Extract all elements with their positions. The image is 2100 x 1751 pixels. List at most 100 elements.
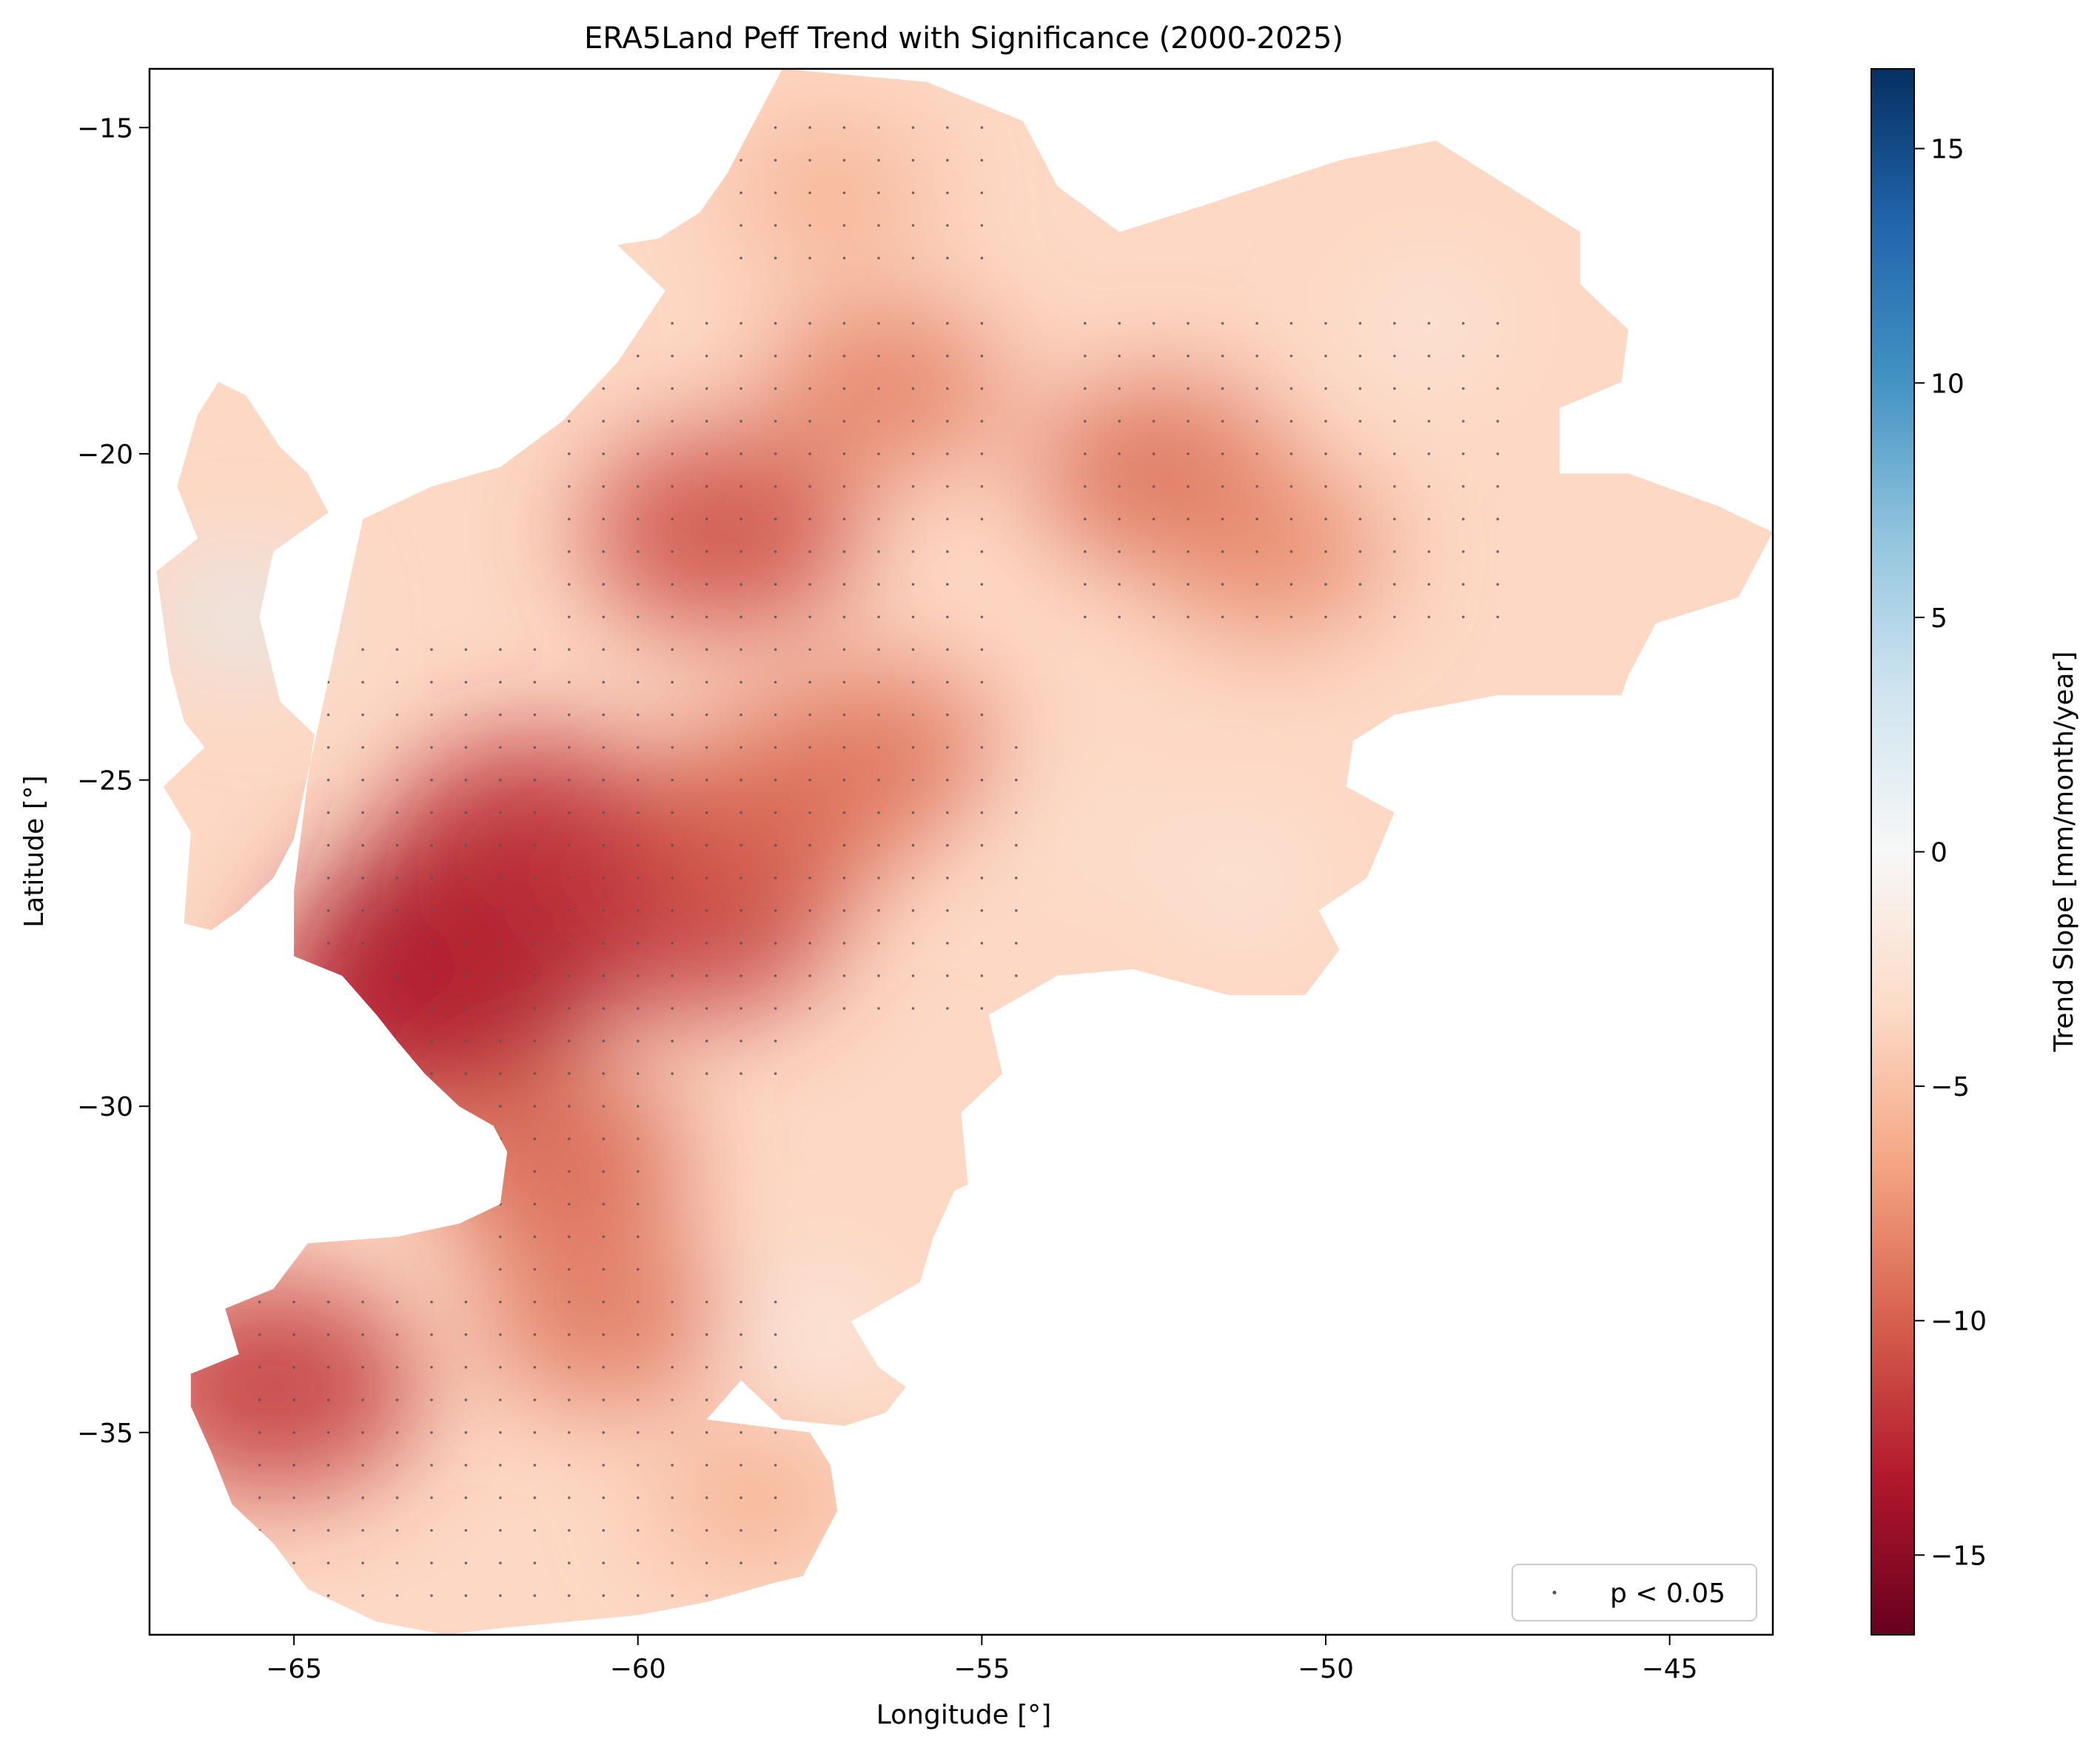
significance-dot [361,942,364,945]
significance-dot [980,191,984,195]
significance-dot [637,615,640,619]
significance-dot [361,1333,364,1336]
significance-dot [568,713,571,717]
significance-dot [842,877,846,880]
significance-dot [430,811,433,814]
significance-dot [464,1300,468,1304]
significance-dot [946,420,949,423]
significance-dot [602,485,605,488]
significance-dot [842,942,846,945]
significance-dot [1118,550,1121,553]
significance-dot [946,974,949,977]
significance-dot [877,811,880,814]
significance-dot [911,778,915,782]
significance-dot [1462,583,1465,586]
significance-dot [361,843,364,847]
significance-dot [877,158,880,162]
significance-dot [808,778,811,782]
significance-dot [395,648,399,652]
significance-dot [568,1594,571,1597]
significance-dot [568,909,571,912]
significance-dot [808,126,811,130]
significance-dot [361,648,364,652]
significance-dot [877,615,880,619]
significance-dot [946,452,949,455]
significance-dot [911,680,915,684]
significance-dot [911,485,915,488]
significance-dot [1289,321,1293,325]
significance-dot [1084,420,1087,423]
legend-box [1512,1564,1757,1621]
significance-dot [1084,321,1087,325]
significance-dot [808,191,811,195]
significance-dot [637,1529,640,1532]
significance-dot [395,1039,399,1042]
significance-dot [602,1039,605,1042]
significance-dot [705,909,708,912]
significance-dot [671,1594,674,1597]
significance-dot [877,583,880,586]
significance-dot [980,877,984,880]
significance-dot [292,1365,295,1369]
significance-dot [637,1202,640,1206]
significance-dot [774,1365,777,1369]
significance-dot [568,583,571,586]
significance-dot [637,778,640,782]
significance-dot [499,1007,502,1010]
significance-dot [980,680,984,684]
significance-dot [326,713,330,717]
significance-dot [1324,550,1327,553]
significance-dot [361,1365,364,1369]
significance-dot [464,1561,468,1564]
significance-dot [946,583,949,586]
significance-dot [533,1170,537,1174]
significance-dot [1393,615,1396,619]
significance-dot [774,778,777,782]
significance-dot [395,1399,399,1402]
significance-dot [671,321,674,325]
significance-dot [292,1333,295,1336]
significance-dot [1187,355,1190,358]
trend-hotspot [766,300,1005,478]
significance-dot [637,550,640,553]
significance-dot [568,1202,571,1206]
significance-dot [671,550,674,553]
significance-dot [774,843,777,847]
significance-dot [1255,452,1258,455]
significance-dot [946,843,949,847]
significance-dot [602,1431,605,1434]
significance-dot [774,877,777,880]
significance-dot [911,420,915,423]
significance-dot [842,420,846,423]
significance-dot [774,1039,777,1042]
significance-dot [911,126,915,130]
significance-dot [705,1594,708,1597]
significance-dot [568,1399,571,1402]
significance-dot [1496,615,1500,619]
y-axis-label: Latitude [°] [19,775,50,928]
significance-dot [705,680,708,684]
significance-dot [395,1464,399,1467]
significance-dot [602,452,605,455]
significance-dot [533,942,537,945]
significance-dot [602,746,605,749]
significance-dot [705,452,708,455]
significance-dot [395,1561,399,1564]
significance-dot [499,1529,502,1532]
significance-dot [1221,387,1224,390]
colorbar-gradient [1871,68,1915,1636]
significance-dot [637,746,640,749]
significance-dot [430,1333,433,1336]
significance-dot [430,909,433,912]
significance-dot [1152,452,1155,455]
significance-dot [739,1300,742,1304]
significance-dot [464,1594,468,1597]
x-tick-label: −45 [1642,1654,1698,1684]
significance-dot [774,158,777,162]
significance-dot [877,452,880,455]
significance-dot [946,387,949,390]
significance-dot [1496,485,1500,488]
significance-dot [842,811,846,814]
significance-dot [842,321,846,325]
significance-dot [1187,321,1190,325]
